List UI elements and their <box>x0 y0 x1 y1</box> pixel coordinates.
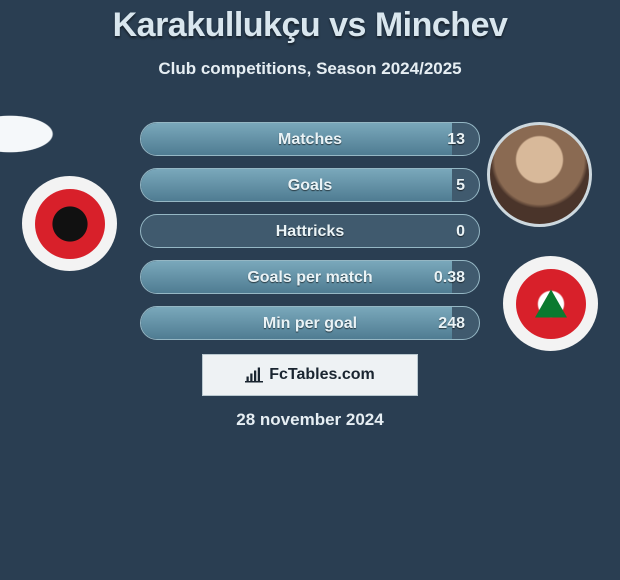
stat-value: 0 <box>456 215 465 248</box>
stat-label: Hattricks <box>141 215 479 248</box>
stat-label: Min per goal <box>141 307 479 340</box>
club-right-logo-inner <box>516 269 586 339</box>
stat-row-goals-per-match: Goals per match 0.38 <box>140 260 480 294</box>
stat-row-matches: Matches 13 <box>140 122 480 156</box>
watermark-box: FcTables.com <box>202 354 418 396</box>
player-right-photo <box>487 122 592 227</box>
club-right-logo <box>503 256 598 351</box>
stat-label: Goals <box>141 169 479 202</box>
stat-value: 13 <box>447 123 465 156</box>
stat-value: 248 <box>438 307 465 340</box>
stat-value: 5 <box>456 169 465 202</box>
stat-value: 0.38 <box>434 261 465 294</box>
stat-row-min-per-goal: Min per goal 248 <box>140 306 480 340</box>
page-title: Karakullukçu vs Minchev <box>0 0 620 45</box>
player-left-photo <box>0 112 68 156</box>
stat-label: Goals per match <box>141 261 479 294</box>
stat-row-goals: Goals 5 <box>140 168 480 202</box>
stat-row-hattricks: Hattricks 0 <box>140 214 480 248</box>
date-text: 28 november 2024 <box>0 410 620 430</box>
chart-bars-icon <box>245 367 263 383</box>
club-left-logo <box>22 176 117 271</box>
watermark-text: FcTables.com <box>269 366 375 384</box>
club-left-logo-inner <box>35 189 105 259</box>
subtitle: Club competitions, Season 2024/2025 <box>0 59 620 79</box>
stat-label: Matches <box>141 123 479 156</box>
stats-container: Matches 13 Goals 5 Hattricks 0 Goals per… <box>140 122 480 352</box>
